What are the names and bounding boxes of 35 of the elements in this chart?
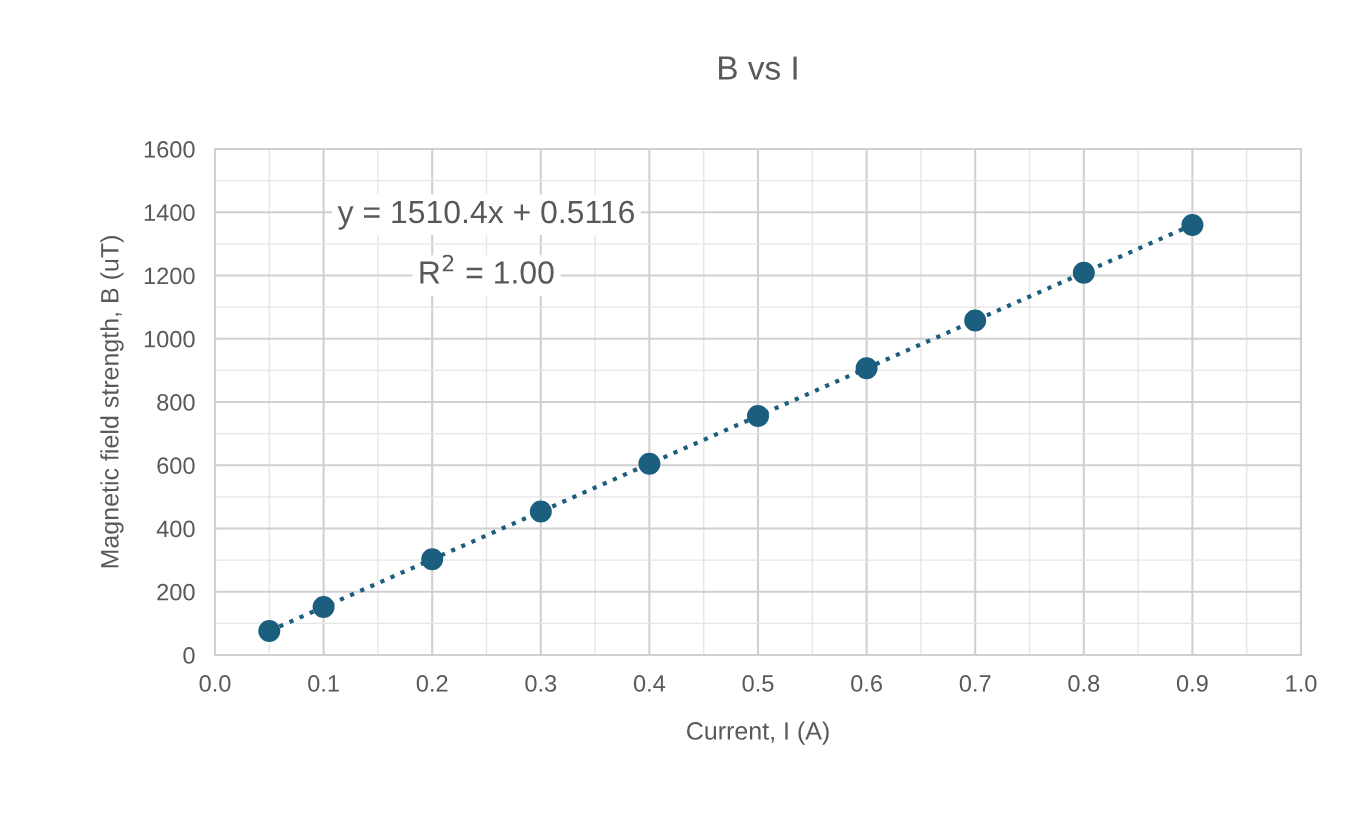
x-tick-label: 0.9: [1176, 675, 1208, 692]
point: [421, 548, 444, 571]
x-tick-label: 1.0: [1286, 675, 1317, 692]
annotation: R$^{2}$ = 1.00: [420, 254, 554, 284]
y-tick-label: 400: [156, 520, 195, 538]
x-tick-label: 0.8: [1068, 675, 1100, 692]
x-tick-label: 0.0: [199, 675, 231, 692]
point: [1181, 213, 1204, 236]
x-tick-label: 0.4: [633, 675, 666, 692]
y-tick-label: 600: [157, 457, 195, 475]
point: [855, 357, 878, 380]
y-axis-title: Magnetic field strength, B (uT): [100, 236, 124, 568]
x-tick-label: 0.6: [851, 675, 882, 692]
y-tick-label: 1200: [144, 267, 195, 285]
y-tick-label: 1600: [144, 141, 195, 158]
y-tick-label: 800: [157, 394, 195, 411]
point: [638, 452, 661, 475]
x-tick-label: 0.3: [525, 675, 557, 692]
y-tick-label: 1000: [144, 330, 195, 348]
point: [529, 500, 552, 523]
x-tick-label: 0.5: [742, 675, 774, 692]
y-tick-label: 0: [183, 647, 195, 664]
y-tick-label: 1400: [144, 204, 195, 222]
point: [1072, 261, 1095, 284]
chart-title: B vs I: [719, 56, 797, 80]
point: [312, 595, 335, 618]
point: [747, 404, 769, 427]
point: [258, 619, 281, 642]
x-tick-label: 0.1: [308, 675, 339, 692]
x-tick-label: 0.7: [959, 675, 991, 692]
x-axis-title: Current, I (A): [687, 721, 829, 745]
y-tick-label: 200: [157, 583, 195, 601]
x-tick-label: 0.2: [416, 675, 448, 692]
point: [964, 309, 987, 332]
annotation: y = 1510.4x + 0.5116: [337, 200, 635, 230]
